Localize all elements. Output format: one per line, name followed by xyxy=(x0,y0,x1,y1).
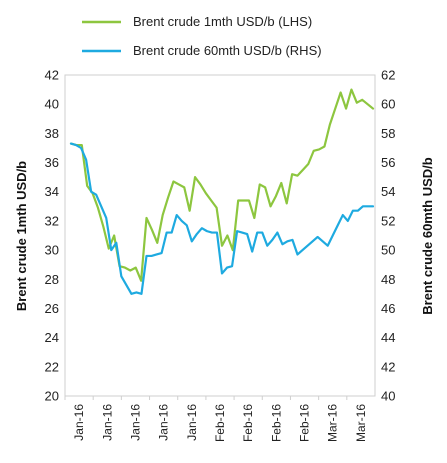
right-tick-label: 50 xyxy=(381,243,395,258)
x-tick-label: Feb-16 xyxy=(269,404,283,442)
x-tick-label: Feb-16 xyxy=(298,404,312,442)
left-tick-label: 24 xyxy=(45,330,59,345)
right-tick-label: 48 xyxy=(381,272,395,287)
right-tick-label: 42 xyxy=(381,359,395,374)
left-tick-label: 22 xyxy=(45,359,59,374)
series-line-60mth xyxy=(69,142,375,295)
x-tick-label: Mar-16 xyxy=(354,404,368,442)
left-tick-label: 42 xyxy=(45,68,59,83)
series-layer xyxy=(69,88,375,295)
left-tick-label: 28 xyxy=(45,272,59,287)
right-tick-label: 44 xyxy=(381,330,395,345)
right-tick-label: 58 xyxy=(381,126,395,141)
x-tick-label: Jan-16 xyxy=(100,404,114,441)
left-axis-title: Brent crude 1mth USD/b xyxy=(14,161,29,311)
right-axis: 40 42 44 46 48 50 52 54 56 58 60 62 xyxy=(381,68,395,404)
x-tick-label: Feb-16 xyxy=(213,404,227,442)
x-tick-label: Jan-16 xyxy=(128,404,142,441)
right-tick-label: 54 xyxy=(381,184,395,199)
right-tick-label: 46 xyxy=(381,301,395,316)
right-tick-label: 52 xyxy=(381,213,395,228)
chart-legend: Brent crude 1mth USD/b (LHS) Brent crude… xyxy=(82,14,322,58)
right-tick-label: 60 xyxy=(381,97,395,112)
left-tick-label: 40 xyxy=(45,97,59,112)
left-tick-label: 34 xyxy=(45,184,59,199)
left-tick-label: 26 xyxy=(45,301,59,316)
legend-label-1mth: Brent crude 1mth USD/b (LHS) xyxy=(133,14,312,29)
left-tick-label: 36 xyxy=(45,155,59,170)
x-tick-label: Jan-16 xyxy=(157,404,171,441)
legend-label-60mth: Brent crude 60mth USD/b (RHS) xyxy=(133,43,322,58)
left-tick-label: 38 xyxy=(45,126,59,141)
x-tick-label: Jan-16 xyxy=(185,404,199,441)
left-tick-label: 32 xyxy=(45,213,59,228)
x-tick-label: Feb-16 xyxy=(241,404,255,442)
right-tick-label: 56 xyxy=(381,155,395,170)
left-tick-label: 20 xyxy=(45,389,59,404)
plot-frame xyxy=(64,74,376,397)
right-tick-label: 62 xyxy=(381,68,395,83)
right-tick-label: 40 xyxy=(381,389,395,404)
series-line-1mth xyxy=(69,88,375,282)
x-axis: Jan-16 Jan-16 Jan-16 Jan-16 Jan-16 Feb-16 Feb-… xyxy=(64,396,368,442)
left-tick-label: 30 xyxy=(45,243,59,258)
x-tick-label: Jan-16 xyxy=(72,404,86,441)
right-axis-title: Brent crude 60mth USD/b xyxy=(420,157,435,315)
x-tick-label: Mar-16 xyxy=(326,404,340,442)
left-axis: 20 22 24 26 28 30 32 34 36 38 40 42 xyxy=(45,68,59,404)
